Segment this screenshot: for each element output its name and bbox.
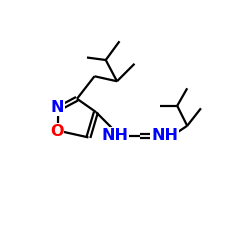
Text: NH: NH (151, 128, 178, 143)
Text: NH: NH (101, 128, 128, 143)
Text: N: N (50, 100, 64, 115)
Text: O: O (50, 124, 63, 138)
